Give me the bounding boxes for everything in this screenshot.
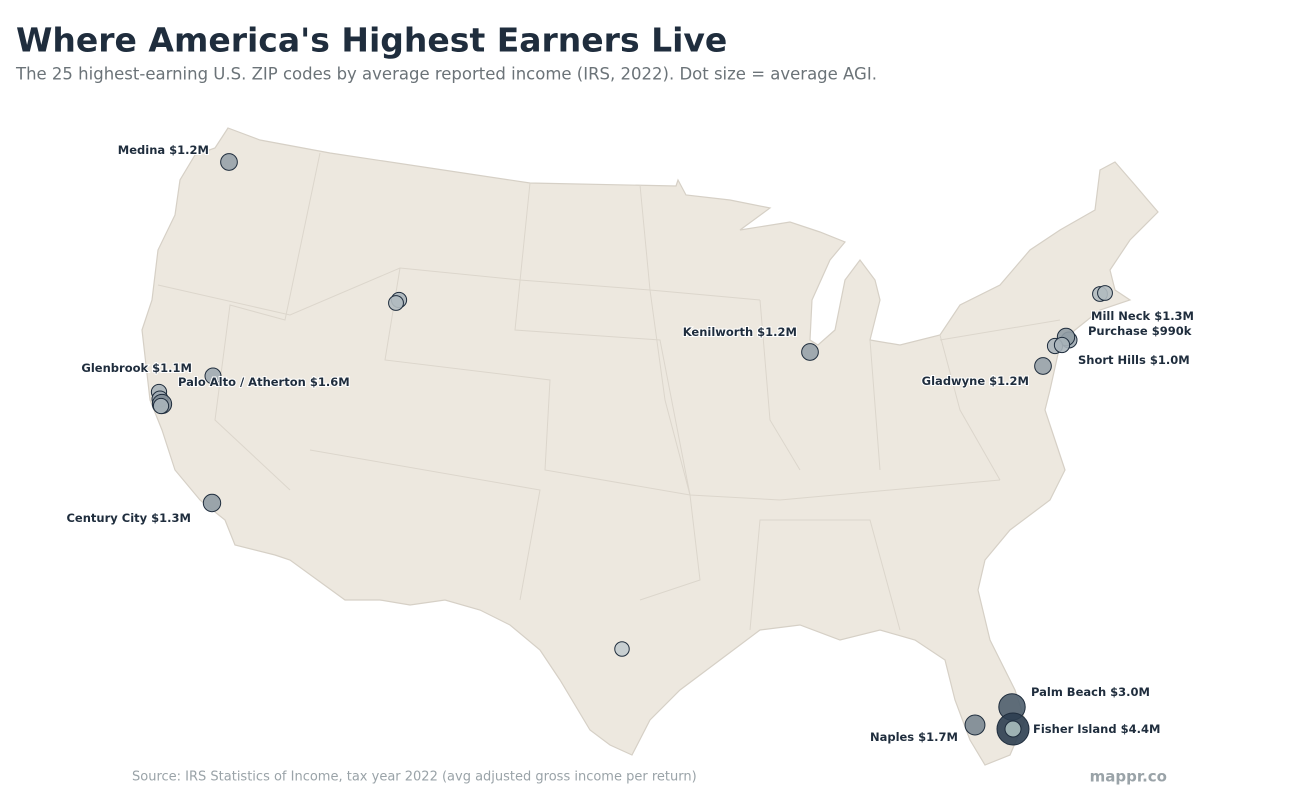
zip-label: Fisher Island $4.4M — [1033, 722, 1160, 736]
zip-dot — [1053, 336, 1071, 354]
zip-value-label: $3.0M — [1110, 685, 1150, 699]
zip-name: Palm Beach — [1031, 685, 1106, 699]
zip-name: Kenilworth — [683, 325, 753, 339]
zip-label: Glenbrook $1.1M — [81, 361, 192, 375]
zip-name: Naples — [870, 730, 914, 744]
zip-dot — [220, 153, 238, 171]
title: Where America's Highest Earners Live — [16, 21, 727, 60]
us-outline — [141, 127, 1159, 766]
zip-dot — [964, 714, 986, 736]
zip-value-label: $1.1M — [152, 361, 192, 375]
zip-name: Century City — [66, 511, 147, 525]
subtitle: The 25 highest-earning U.S. ZIP codes by… — [15, 65, 877, 84]
zip-value-label: $1.2M — [989, 374, 1029, 388]
zip-label: Gladwyne $1.2M — [922, 374, 1029, 388]
zip-dot — [614, 641, 630, 657]
zip-value-label: $1.7M — [918, 730, 958, 744]
zip-name: Gladwyne — [922, 374, 986, 388]
zip-value-label: $1.0M — [1150, 353, 1190, 367]
brand: mappr.co — [1090, 768, 1167, 786]
zip-dot — [152, 397, 170, 415]
zip-label: Medina $1.2M — [118, 143, 209, 157]
zip-name: Palo Alto / Atherton — [178, 375, 306, 389]
zip-value-label: $1.6M — [310, 375, 350, 389]
zip-dot — [801, 343, 819, 361]
zip-name: Fisher Island — [1033, 722, 1117, 736]
zip-value-label: $1.2M — [169, 143, 209, 157]
zip-label: Purchase $990k — [1088, 324, 1192, 338]
zip-value-label: $990k — [1152, 324, 1192, 338]
zip-dot — [1097, 285, 1113, 301]
zip-label: Mill Neck $1.3M — [1091, 309, 1194, 323]
zip-label: Palm Beach $3.0M — [1031, 685, 1150, 699]
state-lines — [157, 152, 1061, 631]
zip-value-label: $4.4M — [1121, 722, 1161, 736]
dots — [150, 153, 1113, 746]
zip-dot — [388, 295, 404, 311]
zip-dot — [1004, 720, 1022, 738]
zip-value-label: $1.3M — [151, 511, 191, 525]
zip-label: Kenilworth $1.2M — [683, 325, 797, 339]
zip-dot — [202, 493, 222, 513]
zip-dot — [1034, 357, 1052, 375]
zip-value-label: $1.3M — [1154, 309, 1194, 323]
zip-name: Glenbrook — [81, 361, 148, 375]
zip-value-label: $1.2M — [757, 325, 797, 339]
zip-name: Medina — [118, 143, 165, 157]
source: Source: IRS Statistics of Income, tax ye… — [132, 770, 697, 785]
zip-label: Century City $1.3M — [66, 511, 191, 525]
zip-name: Purchase — [1088, 324, 1148, 338]
zip-label: Naples $1.7M — [870, 730, 958, 744]
zip-label: Palo Alto / Atherton $1.6M — [178, 375, 350, 389]
zip-label: Short Hills $1.0M — [1078, 353, 1190, 367]
zip-dot — [204, 367, 222, 385]
zip-name: Short Hills — [1078, 353, 1146, 367]
zip-name: Mill Neck — [1091, 309, 1151, 323]
